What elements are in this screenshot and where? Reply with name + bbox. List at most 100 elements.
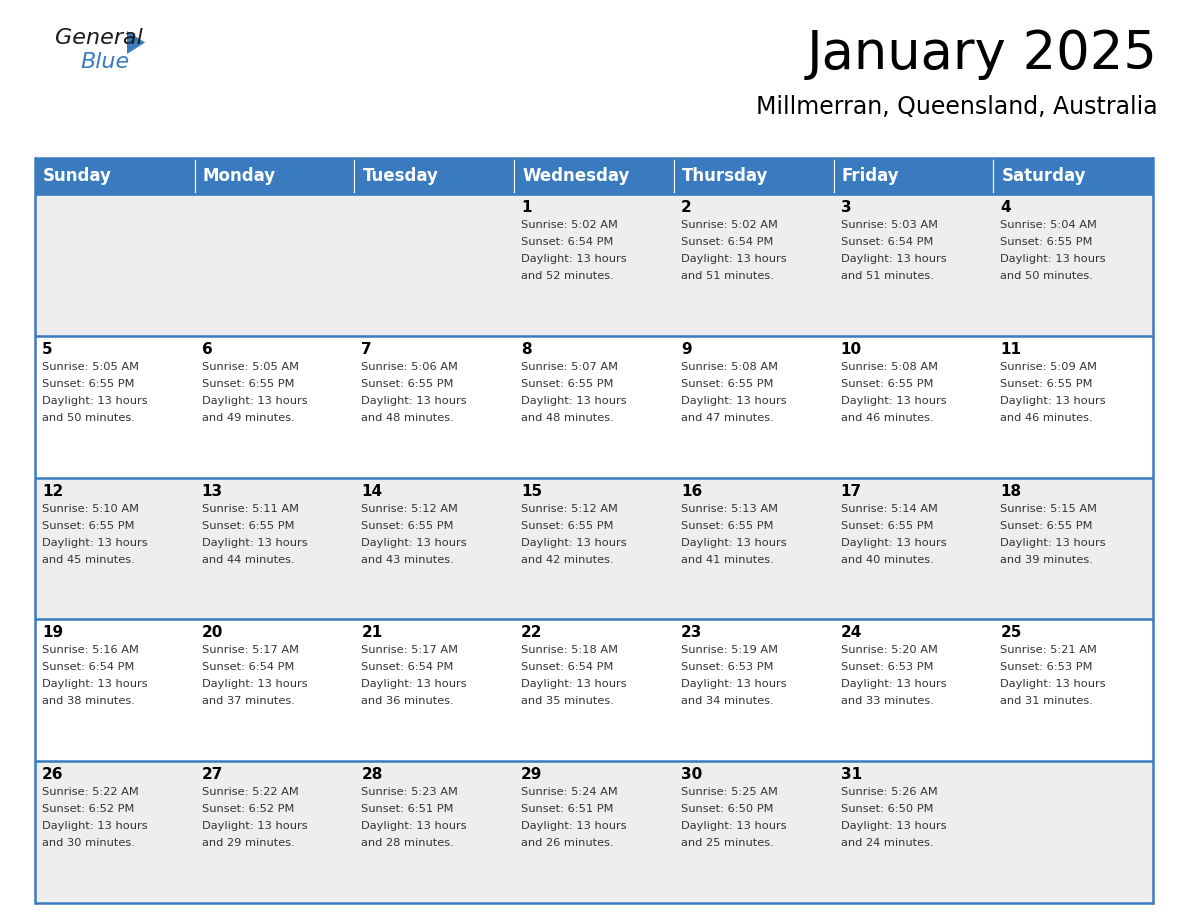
- Text: Sunset: 6:51 PM: Sunset: 6:51 PM: [361, 804, 454, 814]
- Text: Sunrise: 5:14 AM: Sunrise: 5:14 AM: [841, 504, 937, 513]
- Text: Sunrise: 5:26 AM: Sunrise: 5:26 AM: [841, 788, 937, 797]
- Text: Sunrise: 5:05 AM: Sunrise: 5:05 AM: [42, 362, 139, 372]
- Text: Sunrise: 5:18 AM: Sunrise: 5:18 AM: [522, 645, 618, 655]
- Text: Daylight: 13 hours: Daylight: 13 hours: [841, 396, 946, 406]
- Text: and 39 minutes.: and 39 minutes.: [1000, 554, 1093, 565]
- Text: General: General: [55, 28, 143, 48]
- Text: Daylight: 13 hours: Daylight: 13 hours: [1000, 254, 1106, 264]
- Text: Sunset: 6:51 PM: Sunset: 6:51 PM: [522, 804, 614, 814]
- Text: 4: 4: [1000, 200, 1011, 215]
- Text: Daylight: 13 hours: Daylight: 13 hours: [361, 822, 467, 831]
- Text: Sunrise: 5:12 AM: Sunrise: 5:12 AM: [361, 504, 459, 513]
- Text: and 29 minutes.: and 29 minutes.: [202, 838, 295, 848]
- Text: and 43 minutes.: and 43 minutes.: [361, 554, 454, 565]
- Text: Sunset: 6:55 PM: Sunset: 6:55 PM: [202, 521, 295, 531]
- Bar: [34, 336, 1154, 477]
- Bar: [993, 158, 1154, 194]
- Text: Daylight: 13 hours: Daylight: 13 hours: [42, 679, 147, 689]
- Text: and 44 minutes.: and 44 minutes.: [202, 554, 295, 565]
- Text: Sunrise: 5:09 AM: Sunrise: 5:09 AM: [1000, 362, 1098, 372]
- Text: and 45 minutes.: and 45 minutes.: [42, 554, 134, 565]
- Text: Sunset: 6:50 PM: Sunset: 6:50 PM: [681, 804, 773, 814]
- Text: 19: 19: [42, 625, 63, 641]
- Text: and 52 minutes.: and 52 minutes.: [522, 271, 614, 281]
- Text: 27: 27: [202, 767, 223, 782]
- Text: 10: 10: [841, 341, 861, 357]
- Text: Daylight: 13 hours: Daylight: 13 hours: [1000, 679, 1106, 689]
- Text: Daylight: 13 hours: Daylight: 13 hours: [681, 538, 786, 548]
- Text: and 48 minutes.: and 48 minutes.: [522, 413, 614, 423]
- Text: Sunset: 6:54 PM: Sunset: 6:54 PM: [681, 237, 773, 247]
- Text: 7: 7: [361, 341, 372, 357]
- Text: and 49 minutes.: and 49 minutes.: [202, 413, 295, 423]
- Text: and 35 minutes.: and 35 minutes.: [522, 697, 614, 706]
- Text: Daylight: 13 hours: Daylight: 13 hours: [841, 822, 946, 831]
- Text: and 34 minutes.: and 34 minutes.: [681, 697, 773, 706]
- Text: Sunset: 6:55 PM: Sunset: 6:55 PM: [361, 379, 454, 389]
- Bar: [674, 158, 834, 194]
- Text: 1: 1: [522, 200, 532, 215]
- Text: Sunset: 6:55 PM: Sunset: 6:55 PM: [841, 521, 933, 531]
- Text: Sunset: 6:55 PM: Sunset: 6:55 PM: [361, 521, 454, 531]
- Text: Sunset: 6:55 PM: Sunset: 6:55 PM: [522, 379, 614, 389]
- Text: Sunrise: 5:04 AM: Sunrise: 5:04 AM: [1000, 220, 1098, 230]
- Text: Daylight: 13 hours: Daylight: 13 hours: [522, 538, 627, 548]
- Bar: [834, 158, 993, 194]
- Text: and 48 minutes.: and 48 minutes.: [361, 413, 454, 423]
- Text: Sunrise: 5:12 AM: Sunrise: 5:12 AM: [522, 504, 618, 513]
- Text: Wednesday: Wednesday: [523, 167, 630, 185]
- Text: Thursday: Thursday: [682, 167, 769, 185]
- Text: 21: 21: [361, 625, 383, 641]
- Text: Daylight: 13 hours: Daylight: 13 hours: [522, 254, 627, 264]
- Text: Daylight: 13 hours: Daylight: 13 hours: [42, 396, 147, 406]
- Text: 3: 3: [841, 200, 851, 215]
- Text: Daylight: 13 hours: Daylight: 13 hours: [522, 396, 627, 406]
- Text: Sunset: 6:55 PM: Sunset: 6:55 PM: [1000, 237, 1093, 247]
- Text: Sunset: 6:55 PM: Sunset: 6:55 PM: [681, 379, 773, 389]
- Text: Daylight: 13 hours: Daylight: 13 hours: [202, 822, 308, 831]
- Text: 14: 14: [361, 484, 383, 498]
- Text: Blue: Blue: [80, 52, 129, 72]
- Text: Sunset: 6:53 PM: Sunset: 6:53 PM: [1000, 663, 1093, 672]
- Text: Daylight: 13 hours: Daylight: 13 hours: [361, 538, 467, 548]
- Text: Sunday: Sunday: [43, 167, 112, 185]
- Text: Daylight: 13 hours: Daylight: 13 hours: [681, 254, 786, 264]
- Text: and 46 minutes.: and 46 minutes.: [1000, 413, 1093, 423]
- Text: Sunset: 6:54 PM: Sunset: 6:54 PM: [202, 663, 295, 672]
- Text: Sunrise: 5:17 AM: Sunrise: 5:17 AM: [202, 645, 298, 655]
- Text: Millmerran, Queensland, Australia: Millmerran, Queensland, Australia: [757, 95, 1158, 119]
- Text: Daylight: 13 hours: Daylight: 13 hours: [361, 396, 467, 406]
- Text: Sunrise: 5:08 AM: Sunrise: 5:08 AM: [841, 362, 937, 372]
- Text: Sunrise: 5:10 AM: Sunrise: 5:10 AM: [42, 504, 139, 513]
- Text: and 47 minutes.: and 47 minutes.: [681, 413, 773, 423]
- Text: 8: 8: [522, 341, 532, 357]
- Text: Sunrise: 5:15 AM: Sunrise: 5:15 AM: [1000, 504, 1098, 513]
- Text: 2: 2: [681, 200, 691, 215]
- Bar: [34, 158, 195, 194]
- Text: Sunrise: 5:22 AM: Sunrise: 5:22 AM: [202, 788, 298, 797]
- Text: Sunrise: 5:17 AM: Sunrise: 5:17 AM: [361, 645, 459, 655]
- Text: Daylight: 13 hours: Daylight: 13 hours: [841, 679, 946, 689]
- Text: Sunset: 6:55 PM: Sunset: 6:55 PM: [202, 379, 295, 389]
- Text: Sunset: 6:54 PM: Sunset: 6:54 PM: [361, 663, 454, 672]
- Text: Sunrise: 5:02 AM: Sunrise: 5:02 AM: [522, 220, 618, 230]
- Text: and 46 minutes.: and 46 minutes.: [841, 413, 934, 423]
- Text: Daylight: 13 hours: Daylight: 13 hours: [522, 822, 627, 831]
- Text: January 2025: January 2025: [807, 28, 1158, 80]
- Bar: [195, 158, 354, 194]
- Text: Sunrise: 5:25 AM: Sunrise: 5:25 AM: [681, 788, 778, 797]
- Text: Sunset: 6:55 PM: Sunset: 6:55 PM: [522, 521, 614, 531]
- Text: and 31 minutes.: and 31 minutes.: [1000, 697, 1093, 706]
- Text: Sunrise: 5:07 AM: Sunrise: 5:07 AM: [522, 362, 618, 372]
- Bar: [34, 194, 1154, 336]
- Text: 5: 5: [42, 341, 52, 357]
- Text: Daylight: 13 hours: Daylight: 13 hours: [522, 679, 627, 689]
- Text: 26: 26: [42, 767, 63, 782]
- Text: Daylight: 13 hours: Daylight: 13 hours: [681, 679, 786, 689]
- Text: Sunrise: 5:20 AM: Sunrise: 5:20 AM: [841, 645, 937, 655]
- Bar: [354, 158, 514, 194]
- Text: 17: 17: [841, 484, 861, 498]
- Text: Daylight: 13 hours: Daylight: 13 hours: [202, 396, 308, 406]
- Text: and 42 minutes.: and 42 minutes.: [522, 554, 614, 565]
- Text: 18: 18: [1000, 484, 1022, 498]
